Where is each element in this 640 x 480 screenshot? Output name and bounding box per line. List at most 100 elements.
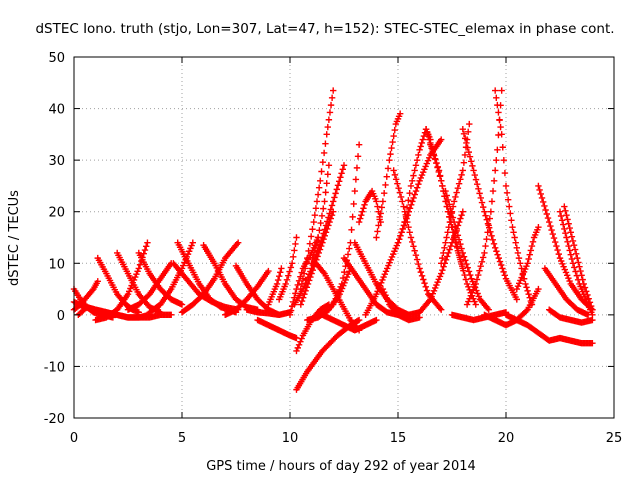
data-point	[449, 214, 457, 221]
data-point	[298, 335, 305, 342]
data-point	[439, 254, 446, 262]
data-point	[536, 186, 543, 194]
data-point	[434, 163, 442, 170]
data-point	[565, 242, 572, 250]
data-point	[558, 257, 565, 265]
data-point	[562, 230, 569, 237]
data-point	[323, 131, 330, 138]
data-point	[586, 299, 594, 306]
data-point	[574, 254, 581, 262]
data-point	[180, 262, 187, 269]
data-point	[395, 184, 402, 192]
data-point	[306, 277, 313, 284]
data-point	[382, 292, 389, 299]
data-point	[481, 249, 488, 257]
data-point	[325, 116, 333, 123]
data-point	[429, 148, 437, 156]
data-point	[327, 101, 335, 109]
data-point	[294, 344, 301, 352]
data-point	[462, 135, 469, 142]
data-point	[390, 132, 397, 140]
data-point	[524, 260, 531, 267]
data-point	[430, 287, 438, 294]
data-point	[427, 141, 434, 148]
data-series-48	[463, 87, 505, 308]
data-point	[429, 290, 436, 297]
data-point	[460, 159, 468, 166]
data-point	[286, 268, 293, 275]
data-point	[499, 144, 506, 151]
data-point	[563, 211, 570, 219]
data-point	[468, 158, 475, 165]
data-point	[339, 274, 347, 282]
data-point	[436, 172, 444, 179]
data-point	[415, 260, 422, 268]
data-series-19	[265, 265, 285, 308]
data-point	[357, 215, 364, 222]
data-point	[464, 144, 471, 151]
data-point	[328, 211, 336, 219]
data-point	[560, 263, 567, 270]
data-point	[360, 205, 367, 212]
data-point	[443, 234, 450, 241]
data-point	[489, 236, 496, 243]
data-point	[462, 276, 470, 283]
data-point	[393, 242, 400, 249]
data-point	[453, 243, 460, 250]
data-point	[525, 255, 532, 263]
data-point	[373, 291, 380, 298]
data-point	[390, 167, 397, 174]
data-point	[464, 264, 471, 271]
data-series-44	[438, 120, 473, 267]
data-point	[423, 160, 430, 167]
data-point	[394, 180, 401, 187]
data-point	[396, 236, 403, 243]
data-point	[387, 150, 394, 158]
data-point	[465, 283, 472, 291]
data-point	[490, 240, 498, 248]
data-point	[461, 151, 469, 159]
data-point	[468, 289, 476, 296]
data-point	[188, 242, 195, 249]
data-point	[304, 254, 311, 262]
data-point	[340, 162, 348, 169]
data-point	[549, 230, 556, 238]
data-point	[565, 220, 572, 227]
data-point	[384, 265, 391, 272]
data-point	[317, 177, 324, 184]
data-point	[568, 233, 576, 240]
data-point	[425, 132, 432, 140]
data-point	[439, 266, 446, 274]
data-point	[474, 290, 481, 297]
data-point	[422, 163, 429, 170]
data-point	[278, 265, 285, 272]
data-point	[379, 276, 386, 284]
data-point	[500, 156, 508, 164]
data-point	[472, 301, 479, 308]
data-point	[337, 283, 344, 291]
data-point	[490, 177, 498, 184]
data-point	[569, 260, 577, 267]
data-point	[461, 271, 468, 279]
chart-title: dSTEC Iono. truth (stjo, Lon=307, Lat=47…	[35, 21, 614, 37]
data-point	[447, 242, 454, 250]
data-point	[312, 242, 320, 250]
data-point	[313, 198, 321, 205]
data-point	[504, 196, 512, 203]
data-point	[498, 87, 505, 94]
data-point	[473, 287, 480, 294]
x-tick-label: 25	[606, 431, 623, 446]
data-point	[496, 116, 503, 123]
data-point	[494, 251, 501, 258]
data-point	[283, 276, 291, 283]
data-point	[126, 288, 133, 295]
data-point	[473, 276, 481, 283]
data-point	[434, 278, 441, 286]
data-point	[503, 189, 511, 197]
data-point	[380, 288, 388, 296]
data-point	[377, 210, 384, 217]
data-point	[466, 120, 473, 128]
data-series-20	[276, 234, 300, 303]
data-point	[344, 251, 352, 258]
data-point	[327, 215, 334, 222]
